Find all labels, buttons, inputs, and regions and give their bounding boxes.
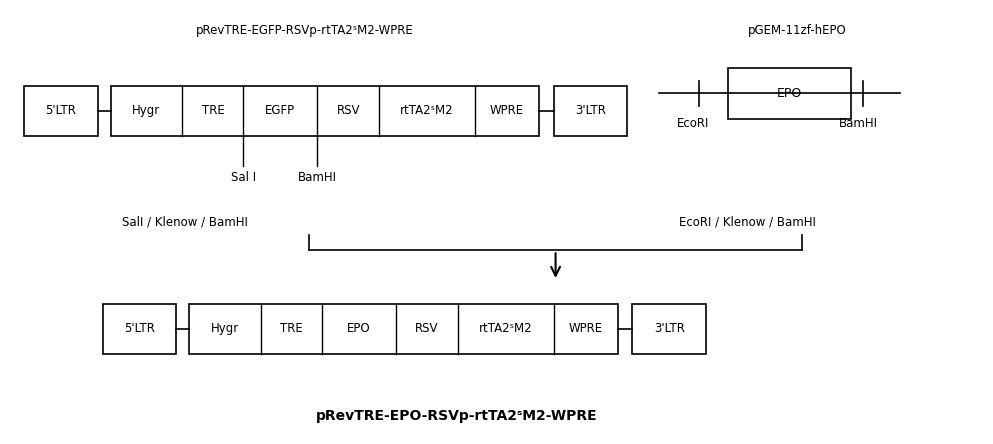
Text: 5'LTR: 5'LTR (124, 322, 155, 335)
Bar (633, 304, 706, 354)
Text: EcoRI / Klenow / BamHI: EcoRI / Klenow / BamHI (678, 215, 815, 229)
Text: EcoRI: EcoRI (677, 117, 710, 130)
Bar (24, 86, 97, 136)
Text: WPRE: WPRE (490, 104, 524, 117)
Text: 3'LTR: 3'LTR (575, 104, 606, 117)
Text: pRevTRE-EGFP-RSVp-rtTA2ˢM2-WPRE: pRevTRE-EGFP-RSVp-rtTA2ˢM2-WPRE (196, 24, 413, 37)
Text: EGFP: EGFP (265, 104, 296, 117)
Text: SalI / Klenow / BamHI: SalI / Klenow / BamHI (122, 215, 248, 229)
Text: BamHI: BamHI (839, 117, 879, 130)
Text: WPRE: WPRE (569, 322, 603, 335)
Text: rtTA2ˢM2: rtTA2ˢM2 (400, 104, 454, 117)
Text: Hygr: Hygr (212, 322, 239, 335)
Text: pRevTRE-EPO-RSVp-rtTA2ˢM2-WPRE: pRevTRE-EPO-RSVp-rtTA2ˢM2-WPRE (317, 409, 598, 423)
Text: BamHI: BamHI (298, 171, 337, 184)
Bar (190, 304, 618, 354)
Text: RSV: RSV (415, 322, 439, 335)
Bar (110, 86, 539, 136)
Text: TRE: TRE (202, 104, 224, 117)
Text: rtTA2ˢM2: rtTA2ˢM2 (479, 322, 532, 335)
Text: Hygr: Hygr (132, 104, 161, 117)
Bar (554, 86, 628, 136)
Text: 3'LTR: 3'LTR (653, 322, 685, 335)
Text: EPO: EPO (777, 87, 802, 100)
Text: EPO: EPO (348, 322, 371, 335)
Bar (102, 304, 177, 354)
Bar (728, 68, 851, 119)
Text: RSV: RSV (337, 104, 360, 117)
Text: 5'LTR: 5'LTR (46, 104, 76, 117)
Text: pGEM-11zf-hEPO: pGEM-11zf-hEPO (748, 24, 846, 37)
Text: TRE: TRE (280, 322, 303, 335)
Text: Sal I: Sal I (231, 171, 256, 184)
